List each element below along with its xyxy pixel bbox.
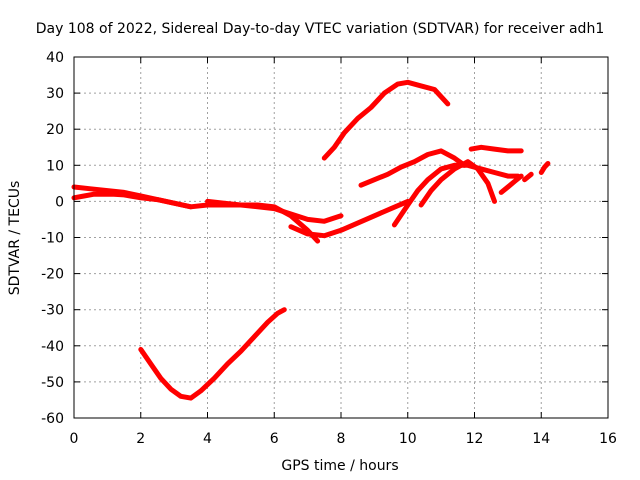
x-tick-label: 14 xyxy=(532,431,550,447)
x-axis-title: GPS time / hours xyxy=(281,458,398,474)
series-line-track-8 xyxy=(391,162,521,228)
series-line-track-10 xyxy=(468,144,524,154)
y-tick-label: -10 xyxy=(41,231,64,247)
data-series xyxy=(71,79,551,401)
y-tick-label: 0 xyxy=(55,194,64,210)
axis-ticks: 0 2 4 6 8 10 12 14 16 -60 -50 -40 -30 -20 -10 0 10 20 30 40 xyxy=(41,50,617,447)
series-line-track-11 xyxy=(498,173,524,195)
x-tick-label: 8 xyxy=(337,431,346,447)
y-tick-label: -40 xyxy=(41,339,64,355)
y-tick-label: 40 xyxy=(46,50,64,66)
x-tick-label: 10 xyxy=(399,431,417,447)
x-tick-label: 4 xyxy=(203,431,212,447)
series-line-track-12 xyxy=(522,171,534,183)
y-tick-label: 30 xyxy=(46,86,64,102)
chart-title: Day 108 of 2022, Sidereal Day-to-day VTE… xyxy=(36,21,604,37)
x-tick-label: 0 xyxy=(70,431,79,447)
x-tick-label: 16 xyxy=(599,431,617,447)
y-tick-label: -60 xyxy=(41,411,64,427)
series-line-track-4 xyxy=(288,198,411,239)
x-tick-label: 2 xyxy=(136,431,145,447)
series-line-track-9 xyxy=(418,159,497,208)
y-tick-label: -50 xyxy=(41,375,64,391)
y-tick-label: -20 xyxy=(41,267,64,283)
grid xyxy=(74,57,608,418)
y-tick-label: 20 xyxy=(46,122,64,138)
series-line-track-6 xyxy=(321,79,451,161)
y-axis-title: SDTVAR / TECUs xyxy=(7,181,23,296)
series-line-track-7 xyxy=(358,148,467,188)
series-line-track-2 xyxy=(71,184,194,210)
series-line-track-3 xyxy=(205,198,321,244)
series-line-track-13 xyxy=(538,161,551,175)
series-line-track-5 xyxy=(138,307,287,401)
x-tick-label: 6 xyxy=(270,431,279,447)
y-tick-label: -30 xyxy=(41,303,64,319)
x-tick-label: 12 xyxy=(466,431,484,447)
y-tick-label: 10 xyxy=(46,158,64,174)
